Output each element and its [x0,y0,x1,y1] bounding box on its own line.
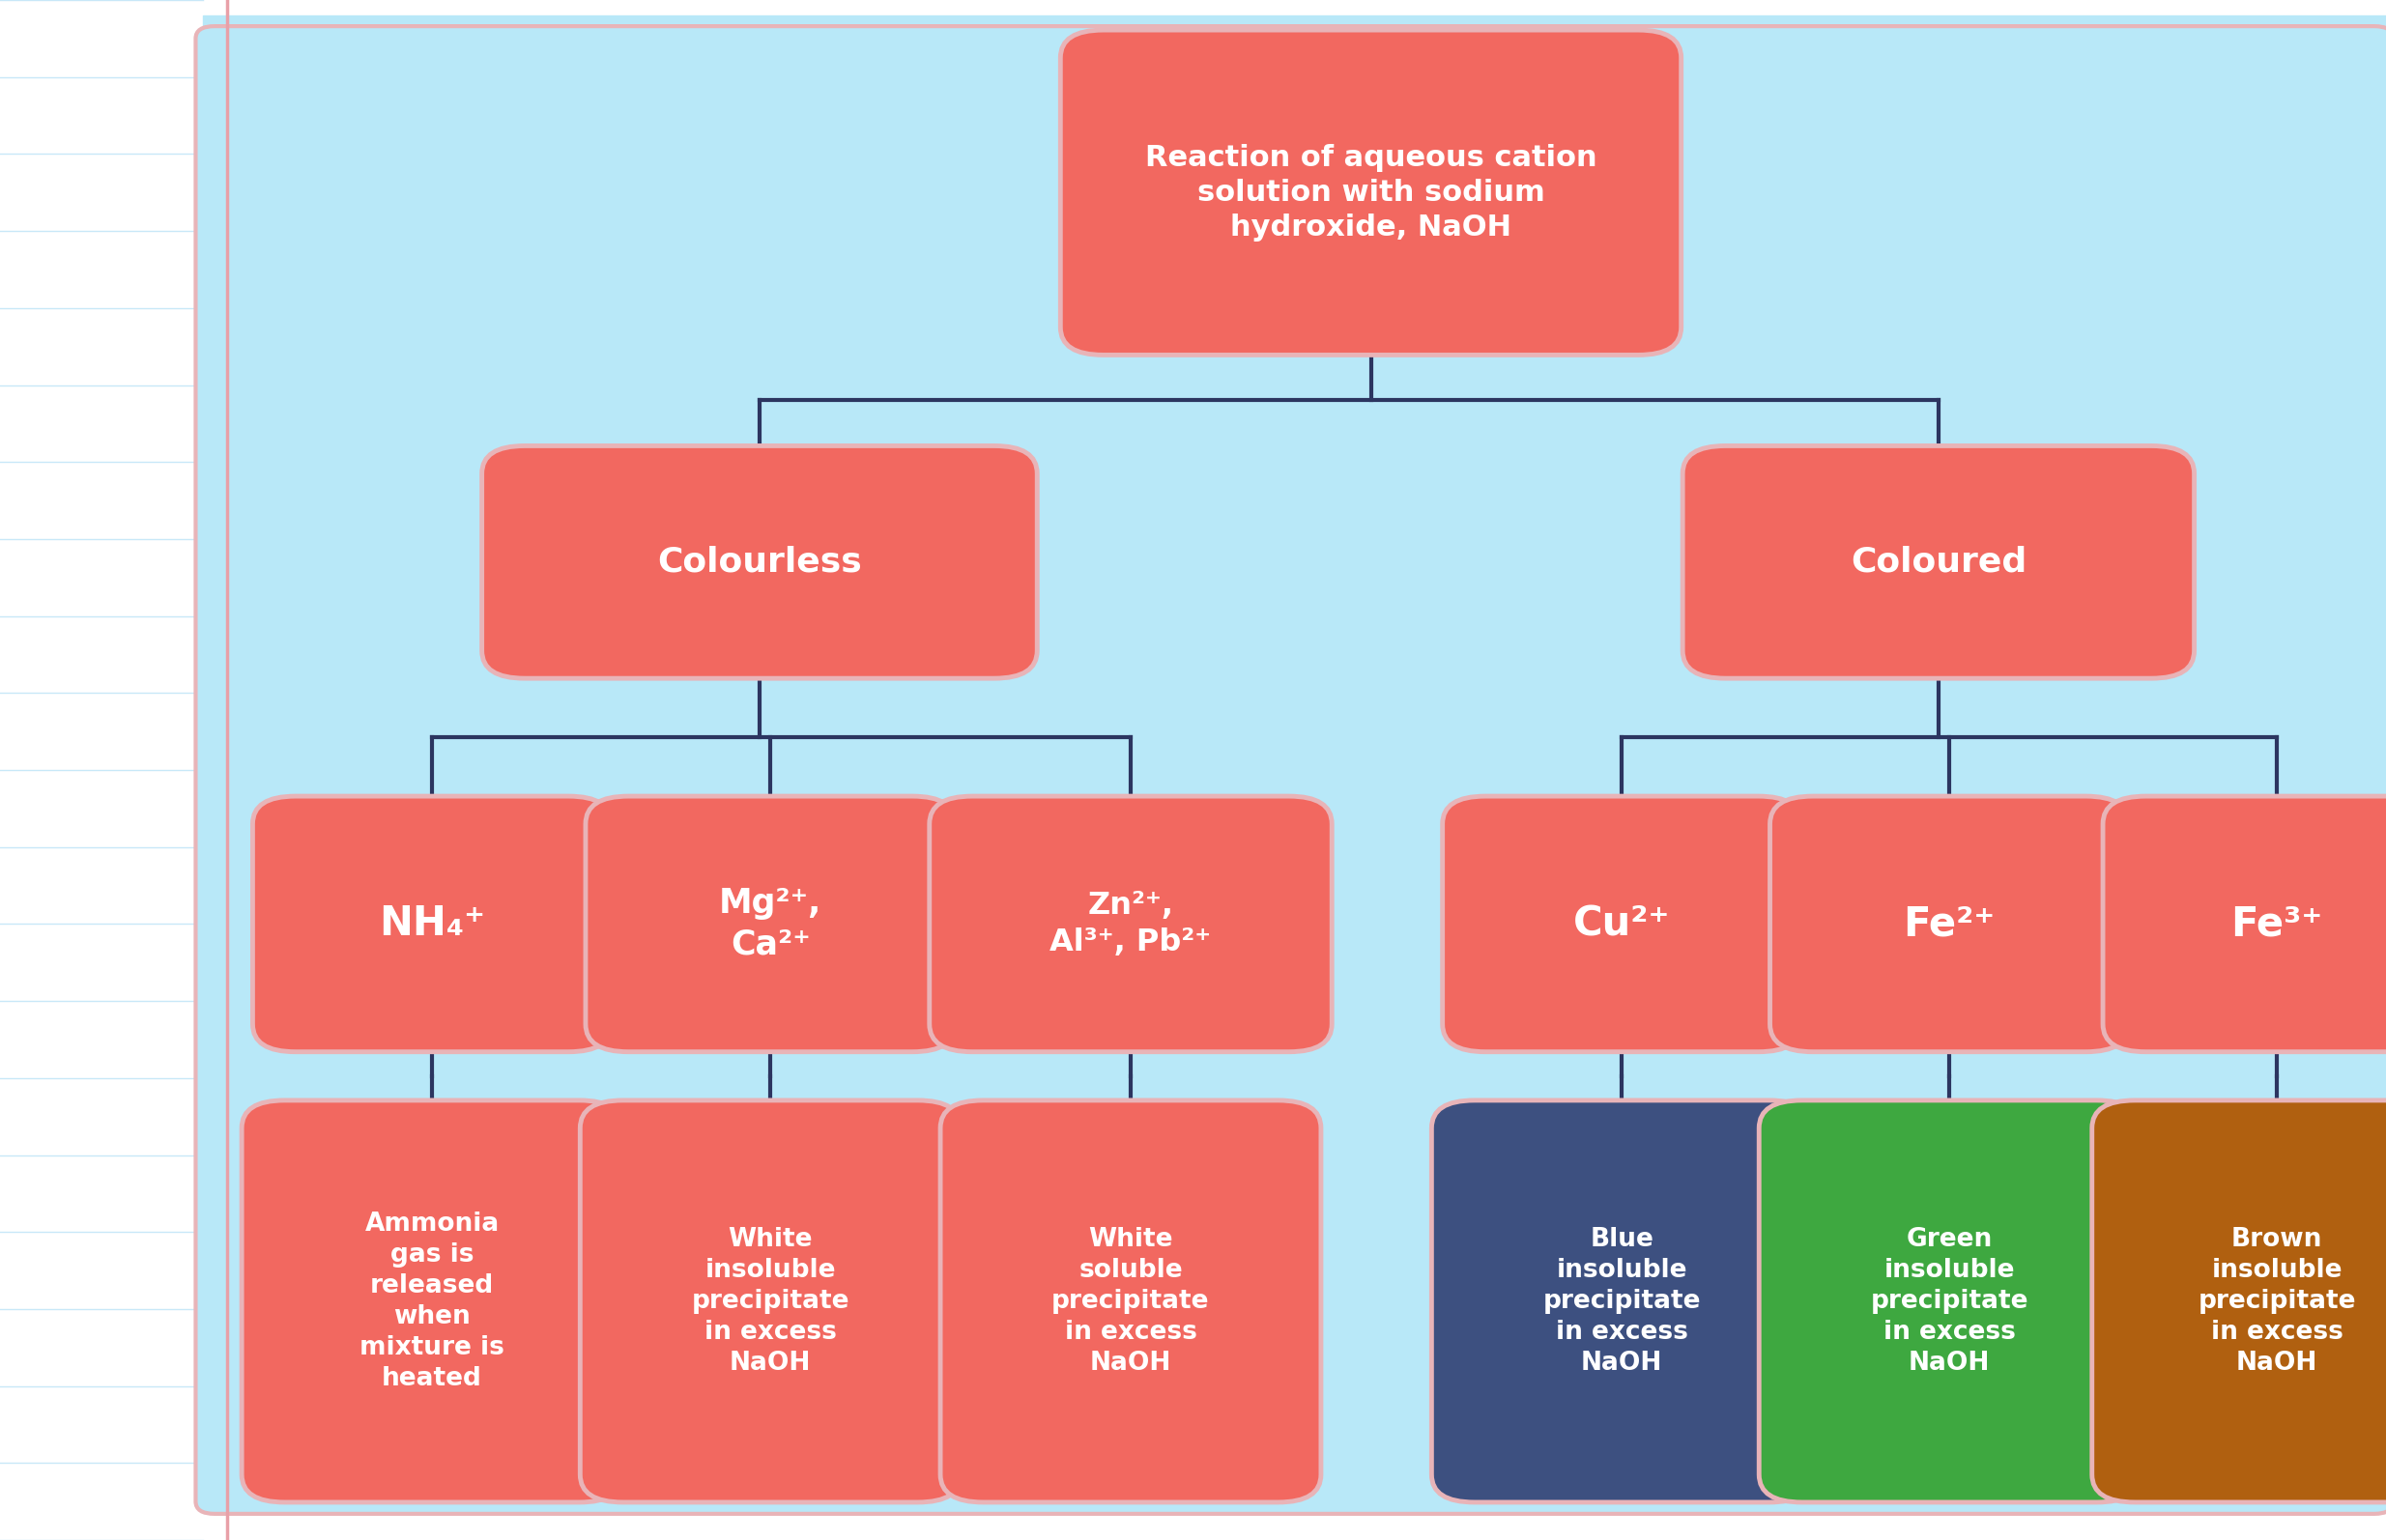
FancyBboxPatch shape [241,1100,623,1503]
FancyBboxPatch shape [1770,796,2128,1052]
FancyBboxPatch shape [585,796,954,1052]
Text: Coloured: Coloured [1852,545,2026,579]
FancyBboxPatch shape [1432,1100,1813,1503]
FancyBboxPatch shape [931,796,1331,1052]
Text: Green
insoluble
precipitate
in excess
NaOH: Green insoluble precipitate in excess Na… [1871,1227,2028,1375]
Text: White
insoluble
precipitate
in excess
NaOH: White insoluble precipitate in excess Na… [692,1227,849,1375]
FancyBboxPatch shape [482,447,1038,679]
FancyBboxPatch shape [2102,796,2386,1052]
Text: Fe³⁺: Fe³⁺ [2231,904,2324,944]
FancyBboxPatch shape [940,1100,1322,1503]
FancyBboxPatch shape [1059,31,1682,356]
Text: Cu²⁺: Cu²⁺ [1572,904,1670,944]
Text: Mg²⁺,
Ca²⁺: Mg²⁺, Ca²⁺ [718,887,821,961]
Text: Colourless: Colourless [656,545,861,579]
Bar [0,0,203,1540]
FancyBboxPatch shape [2093,1100,2386,1503]
Text: Reaction of aqueous cation
solution with sodium
hydroxide, NaOH: Reaction of aqueous cation solution with… [1145,143,1596,242]
FancyBboxPatch shape [580,1100,962,1503]
Text: Ammonia
gas is
released
when
mixture is
heated: Ammonia gas is released when mixture is … [360,1212,503,1391]
Text: Zn²⁺,
Al³⁺, Pb²⁺: Zn²⁺, Al³⁺, Pb²⁺ [1050,890,1212,958]
FancyBboxPatch shape [196,26,2386,1514]
Text: Brown
insoluble
precipitate
in excess
NaOH: Brown insoluble precipitate in excess Na… [2198,1227,2355,1375]
FancyBboxPatch shape [1682,447,2195,679]
FancyBboxPatch shape [253,796,611,1052]
FancyBboxPatch shape [1444,796,1801,1052]
Text: Blue
insoluble
precipitate
in excess
NaOH: Blue insoluble precipitate in excess NaO… [1544,1227,1701,1375]
FancyBboxPatch shape [1758,1100,2140,1503]
Text: White
soluble
precipitate
in excess
NaOH: White soluble precipitate in excess NaOH [1052,1227,1210,1375]
Text: NH₄⁺: NH₄⁺ [379,904,484,944]
Text: Fe²⁺: Fe²⁺ [1904,904,1995,944]
